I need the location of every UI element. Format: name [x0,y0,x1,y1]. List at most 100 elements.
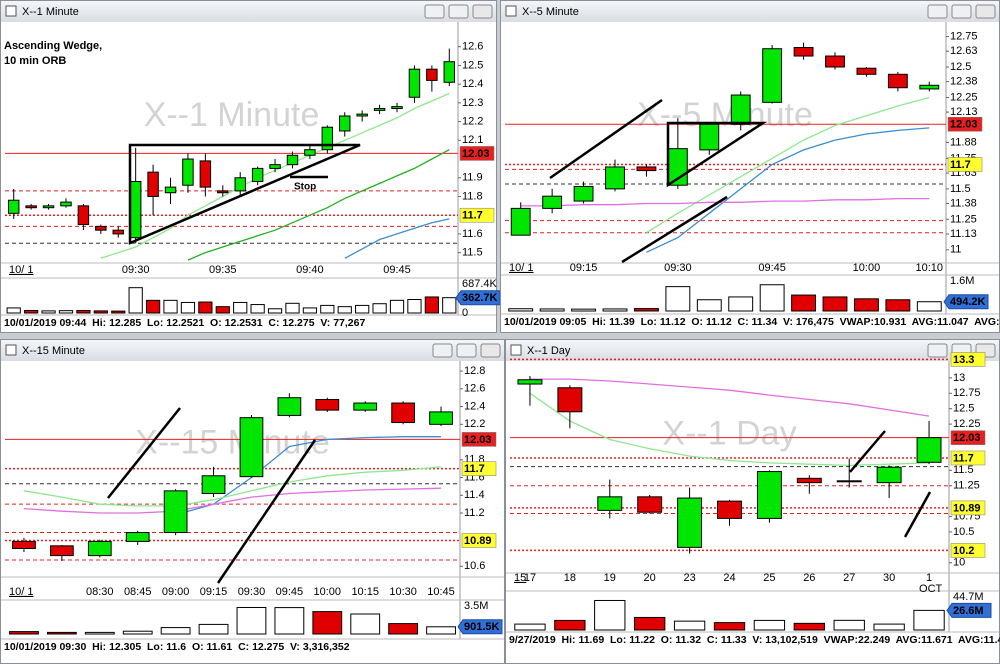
indicator-line [529,392,930,467]
candle-body [164,186,177,194]
volume-bar [634,616,666,631]
volume-tick-label: 3.5M [464,600,488,612]
title-bar [501,1,999,22]
price-marker-label: 11.7 [950,159,971,171]
volume-marker-box [943,294,989,310]
watermark: X--15 Minute [135,424,330,462]
x-tick-label: 09:30 [122,264,150,276]
price-marker-label: 12.03 [464,434,492,446]
candle-body [304,149,316,156]
price-marker-label: 12.03 [462,148,490,160]
status-line: 10/01/2019 09:30 Hi: 12.305 Lo: 11.6 O: … [4,641,350,653]
y-tick-label: 12.13 [950,106,978,118]
candle-body [353,402,378,411]
volume-tick-label: 687.4K [462,278,498,290]
status-line: 10/01/2019 09:05 Hi: 11.39 Lo: 11.12 O: … [504,316,1000,328]
window-title: X--1 Day [527,345,571,357]
candle-body [321,126,334,151]
indicator-line [175,436,441,516]
y-tick-label: 12.25 [953,418,981,430]
volume-bar [198,623,229,635]
y-tick-label: 11.6 [462,228,483,240]
candle-body [443,61,456,83]
volume-bar [633,308,659,312]
x-tick-label: 09:45 [383,264,411,276]
x-tick-label: 09:00 [162,586,190,598]
candle-body [636,166,657,172]
annotation: Ascending Wedge, [4,40,102,52]
y-tick-label: 12.38 [950,76,978,88]
window-icon [5,344,17,356]
volume-bar [58,310,74,314]
minimize-button[interactable] [424,4,445,19]
volume-bar [250,304,265,314]
volume-bar [9,631,39,635]
price-marker-label: 10.89 [464,535,492,547]
volume-bar [111,310,126,314]
candle-body [408,68,421,98]
y-tick-label: 11.25 [953,480,980,492]
volume-bar [76,309,91,314]
volume-bar [728,296,754,312]
date-label: 10/ 1 [9,264,33,276]
trend-drawing [107,407,181,499]
volume-bar [372,303,387,314]
candle-body [717,500,742,519]
candle-body [730,94,751,125]
y-tick-label: 12.6 [462,41,483,53]
candle-body [286,154,299,166]
candle-body [887,73,908,89]
candle-body [112,229,124,235]
x-tick-label: 18 [564,572,576,584]
x-tick-label: 09:45 [758,262,786,274]
restore-button[interactable] [448,4,469,19]
candle-body [239,417,264,478]
x-tick-label: 10:30 [389,586,417,598]
minimize-button[interactable] [927,343,948,358]
window-icon [510,344,522,356]
minimize-button[interactable] [432,343,453,358]
indicator-line [520,197,930,207]
candle-body [199,160,212,188]
candle-body [25,205,37,209]
close-button[interactable] [975,4,996,19]
window-frame [0,0,497,333]
y-tick-label: 11.9 [462,172,483,184]
y-tick-label: 12.63 [950,45,978,57]
price-marker-box [461,432,497,447]
x-tick-label: 09:30 [664,262,692,274]
y-tick-label: 11.5 [462,247,483,259]
restore-button[interactable] [951,4,972,19]
volume-bar [426,626,456,635]
candle-body [699,123,720,151]
close-button[interactable] [472,4,493,19]
candle-body [251,167,264,183]
price-marker-label: 10.89 [953,502,981,514]
volume-bar [160,627,191,635]
candle-body [856,67,877,75]
volume-marker-label: 362.7K [462,292,498,304]
candle-body [77,205,90,226]
x-tick-label: 17 [524,572,536,584]
minimize-button[interactable] [927,4,948,19]
x-tick-label: 10:15 [351,586,379,598]
close-button[interactable] [480,343,501,358]
price-marker-box [947,117,983,132]
x-tick-label: 10:00 [314,586,342,598]
price-marker-box [947,157,983,172]
volume-bar [916,301,942,312]
restore-button[interactable] [456,343,477,358]
price-marker-label: 11.7 [464,463,485,475]
volume-bar [753,619,786,631]
candle-body [796,477,822,484]
volume-tick-label: 44.7M [953,591,984,603]
trend-drawing [621,195,728,264]
y-tick-label: 11.5 [953,464,974,476]
volume-bar [853,298,879,312]
y-tick-label: 11.88 [950,136,977,148]
wedge-drawing [128,143,361,245]
candle-body [517,379,543,385]
x-tick-label: 09:15 [570,262,598,274]
volume-bar [407,298,422,314]
